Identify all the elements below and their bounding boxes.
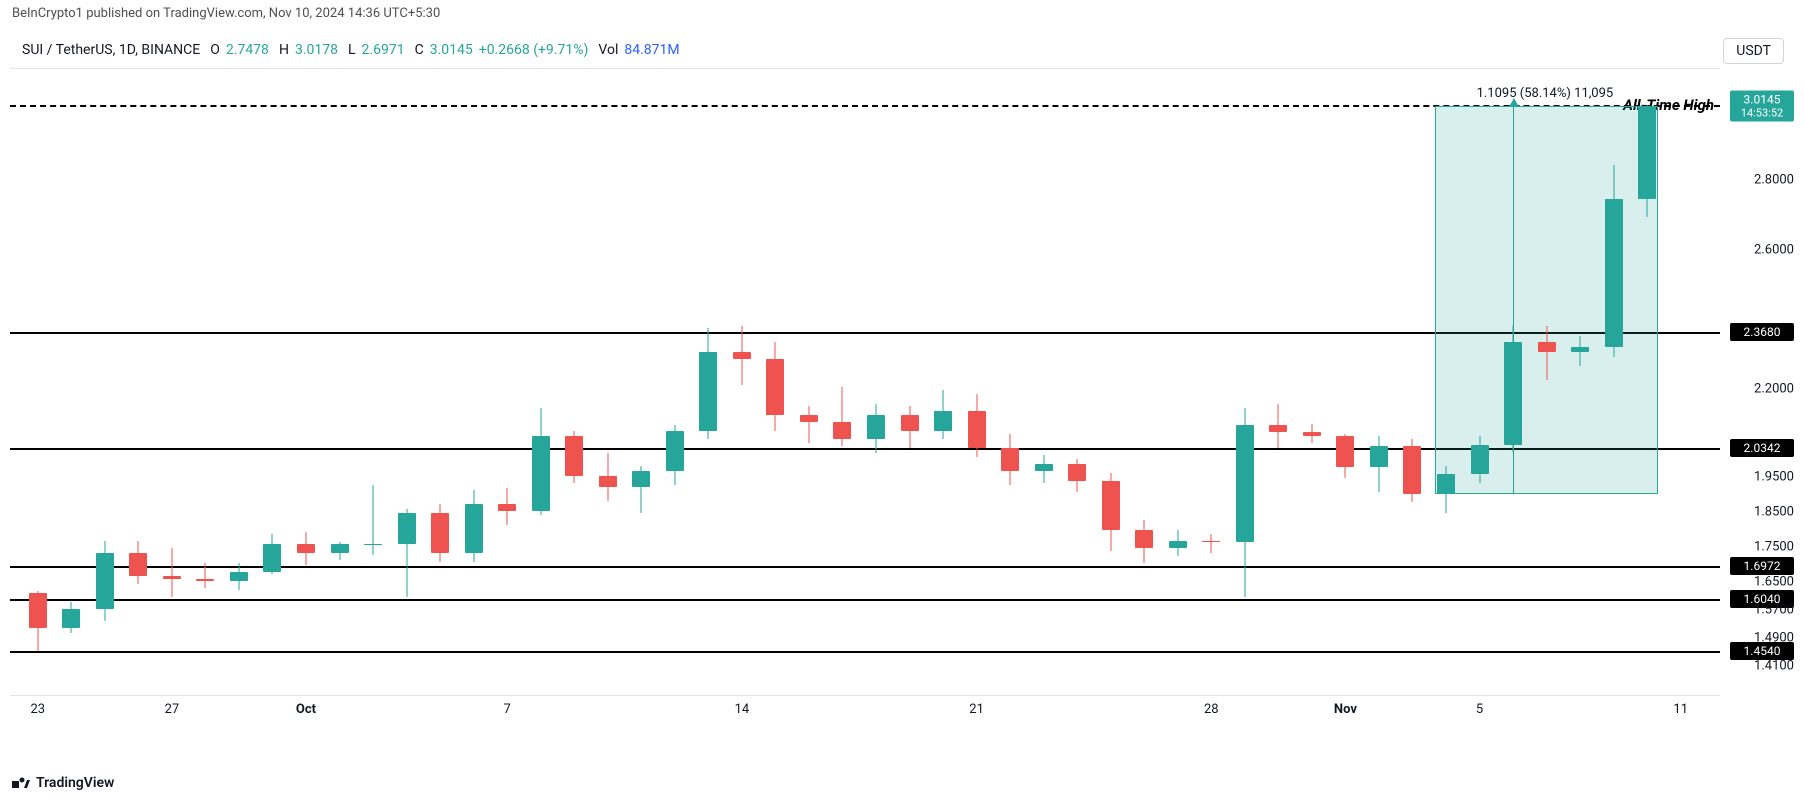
candle[interactable] [1536,69,1558,684]
ohlc-h-value: 3.0178 [295,42,338,58]
candle[interactable] [1033,69,1055,684]
ohlc-c-value: 3.0145 [430,42,473,58]
x-tick: 14 [735,702,750,717]
ohlc-l-value: 2.6971 [362,42,405,58]
candle[interactable] [228,69,250,684]
candle[interactable] [1167,69,1189,684]
x-tick: 27 [165,702,180,717]
y-tick: 2.6000 [1754,242,1794,257]
y-tick: 2.2000 [1754,382,1794,397]
chart-header: SUI / TetherUS, 1D, BINANCE O 2.7478 H 3… [22,42,1784,58]
y-tick: 1.4900 [1754,630,1794,645]
attribution-text: BeInCrypto1 published on TradingView.com… [12,6,440,21]
candle[interactable] [1368,69,1390,684]
candle[interactable] [261,69,283,684]
x-tick: 21 [969,702,984,717]
y-tick: 1.6500 [1754,574,1794,589]
x-tick: 23 [30,702,45,717]
candle[interactable] [396,69,418,684]
candle[interactable] [999,69,1021,684]
x-axis[interactable]: 23 27 Oct 7 14 21 28 Nov 5 11 [10,695,1720,721]
ohlc-change-value: +0.2668 (+9.71%) [479,42,589,58]
x-tick: 5 [1476,702,1483,717]
candle[interactable] [194,69,216,684]
candle[interactable] [731,69,753,684]
candle[interactable] [1435,69,1457,684]
candle[interactable] [899,69,921,684]
candle[interactable] [1066,69,1088,684]
candle[interactable] [161,69,183,684]
tradingview-icon [12,777,30,789]
candle[interactable] [831,69,853,684]
candle[interactable] [1334,69,1356,684]
ohlc-o-label: O [210,42,220,58]
candle[interactable] [60,69,82,684]
candle[interactable] [329,69,351,684]
candle[interactable] [295,69,317,684]
candle[interactable] [362,69,384,684]
candle[interactable] [1301,69,1323,684]
price-chart[interactable]: 1.45401.60401.69722.03422.36803.01783.01… [10,68,1720,683]
candle[interactable] [1469,69,1491,684]
x-tick: Nov [1334,702,1357,717]
candle[interactable] [1569,69,1591,684]
ohlc-h-label: H [279,42,289,58]
candle[interactable] [1502,69,1524,684]
candle[interactable] [966,69,988,684]
candle[interactable] [496,69,518,684]
candle[interactable] [1234,69,1256,684]
candle[interactable] [429,69,451,684]
candle[interactable] [764,69,786,684]
y-tick: 2.8000 [1754,172,1794,187]
x-tick: Oct [296,702,316,717]
tradingview-text: TradingView [36,775,114,791]
ohlc-l-label: L [348,42,356,58]
candle[interactable] [630,69,652,684]
y-tick: 1.9500 [1754,469,1794,484]
candle[interactable] [563,69,585,684]
candle[interactable] [798,69,820,684]
tradingview-logo[interactable]: TradingView [12,775,114,791]
candle[interactable] [664,69,686,684]
currency-badge[interactable]: USDT [1723,38,1784,64]
candle[interactable] [597,69,619,684]
candle[interactable] [1100,69,1122,684]
candle[interactable] [463,69,485,684]
ohlc-c-label: C [415,42,424,58]
y-axis[interactable]: 1.4100 1.4900 1.5700 1.6500 1.7500 1.8500 1.95… [1720,68,1804,683]
candle[interactable] [932,69,954,684]
vol-value: 84.871M [624,42,679,58]
ohlc-o-value: 2.7478 [226,42,269,58]
candle[interactable] [94,69,116,684]
candle[interactable] [697,69,719,684]
x-tick: 11 [1673,702,1688,717]
candle[interactable] [1267,69,1289,684]
vol-label: Vol [598,42,618,58]
candle[interactable] [1603,69,1625,684]
candle[interactable] [1200,69,1222,684]
candle[interactable] [1636,69,1658,684]
candle[interactable] [530,69,552,684]
candle[interactable] [27,69,49,684]
y-tick: 1.4100 [1754,658,1794,673]
x-tick: 7 [504,702,511,717]
y-tick: 1.8500 [1754,504,1794,519]
candle[interactable] [1401,69,1423,684]
candle[interactable] [1133,69,1155,684]
symbol-label[interactable]: SUI / TetherUS, 1D, BINANCE [22,42,200,58]
y-tick: 1.5700 [1754,602,1794,617]
candle[interactable] [865,69,887,684]
candle[interactable] [127,69,149,684]
y-tick: 1.7500 [1754,539,1794,554]
x-tick: 28 [1204,702,1219,717]
